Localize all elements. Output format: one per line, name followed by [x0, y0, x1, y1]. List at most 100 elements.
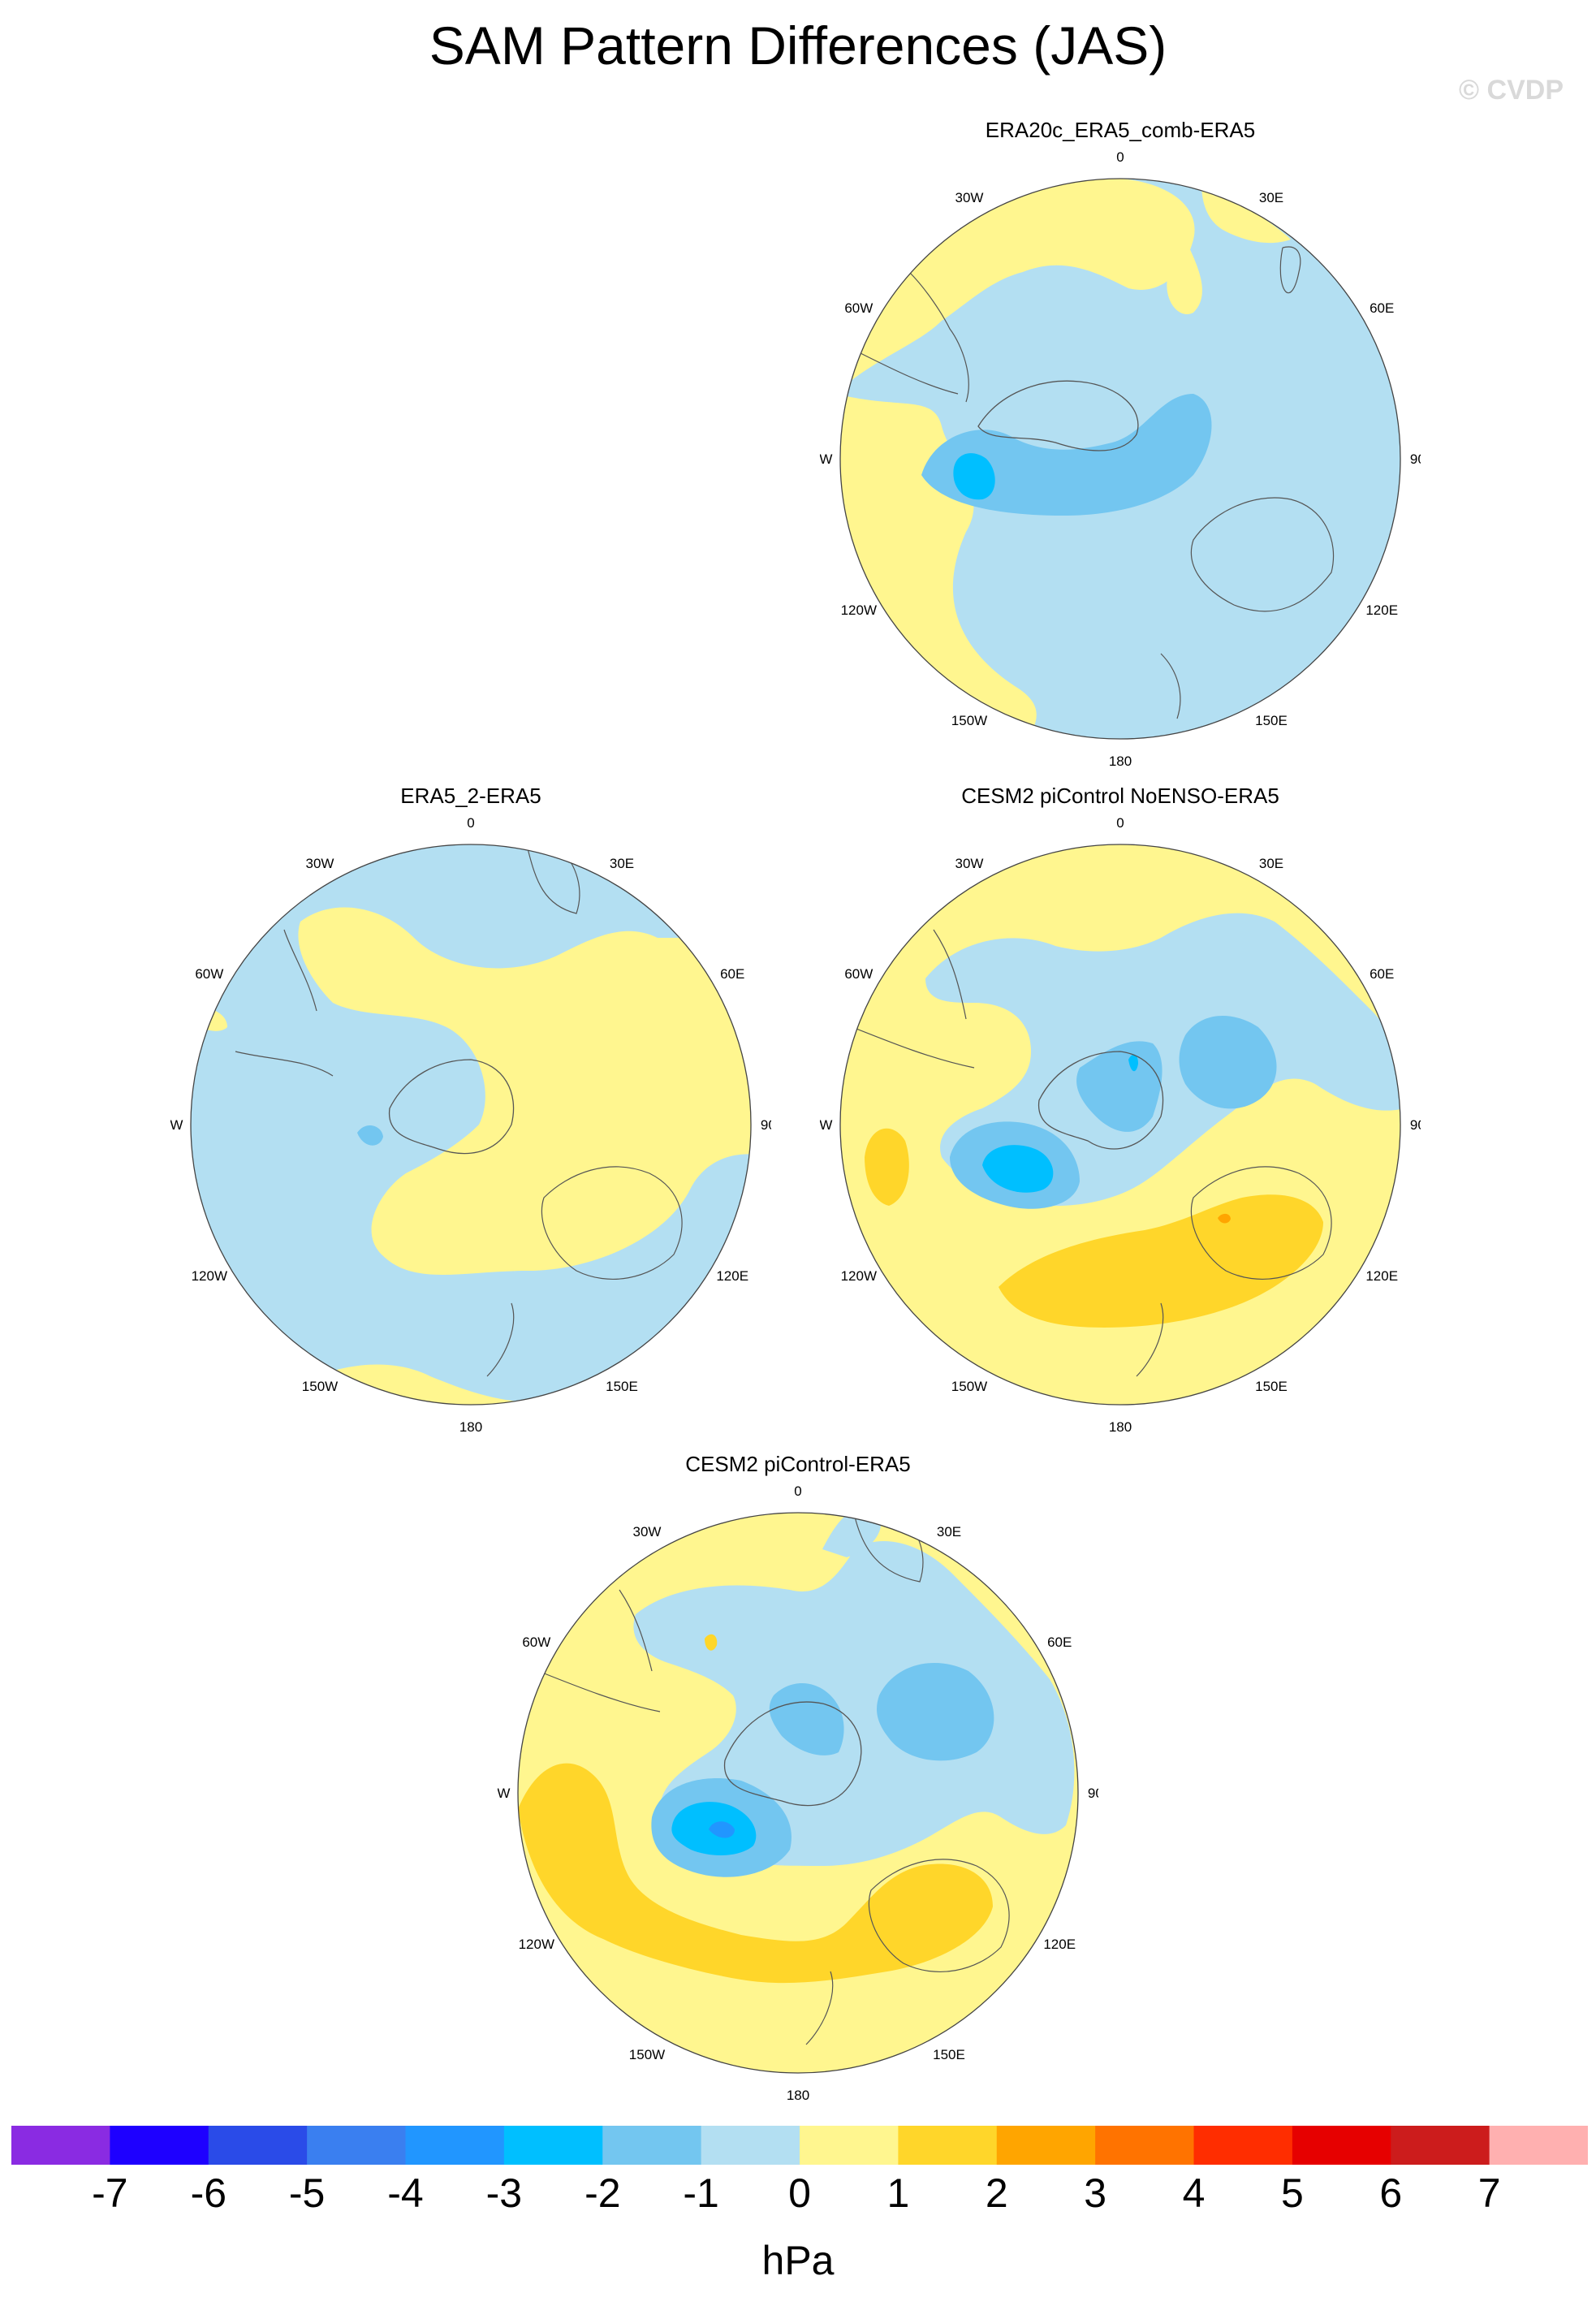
longitude-label: 180: [459, 1419, 482, 1433]
field-positive-1: [1167, 240, 1202, 314]
longitude-label: 150E: [606, 1379, 638, 1394]
colorbar-box: [110, 2126, 209, 2165]
coastline: [852, 1026, 975, 1069]
colorbar-tick-label: -7: [92, 2170, 128, 2216]
colorbar-units: hPa: [761, 2238, 835, 2283]
longitude-label: 0: [1116, 150, 1124, 165]
colorbar-tick-label: 2: [985, 2170, 1008, 2216]
longitude-label: 120W: [841, 1268, 877, 1284]
colorbar-tick-label: -6: [190, 2170, 227, 2216]
field-negative-2: [877, 1663, 994, 1761]
field-positive-1: [298, 907, 751, 1275]
longitude-label: 60E: [1047, 1634, 1072, 1650]
longitude-labels: 0 30E 60E 90E 120E 150E 180 150W 120W 90W 60W 30W: [170, 816, 771, 1433]
australia-coastline: [541, 1166, 683, 1280]
longitude-label: 30E: [1259, 856, 1283, 871]
longitude-label: 120W: [519, 1937, 554, 1952]
antarctica-coastline: [388, 1059, 515, 1155]
field-negative-3: [1128, 1054, 1138, 1072]
colorbar-box: [1292, 2126, 1391, 2165]
polar-map: 0 30E 60E 90E 120E 150E 180 150W 120W 90W 60W 30W: [498, 1484, 1098, 2101]
coastline: [235, 1051, 334, 1077]
map-border: [190, 844, 752, 1406]
field-positive-2: [865, 1128, 909, 1206]
coastline: [908, 271, 969, 403]
coastline: [537, 1670, 661, 1712]
colorbar-box: [1391, 2126, 1490, 2165]
colorbar-box: [1095, 2126, 1195, 2165]
longitude-label: 60E: [1370, 300, 1394, 316]
colorbar-tick-label: 7: [1477, 2170, 1501, 2216]
colorbar-box: [405, 2126, 505, 2165]
coastline: [283, 929, 317, 1012]
longitude-label: 120W: [192, 1268, 227, 1284]
longitude-label: 180: [1109, 754, 1132, 767]
longitude-label: 180: [787, 2088, 809, 2101]
colorbar: [11, 2126, 1588, 2165]
colorbar-box: [996, 2126, 1096, 2165]
australia-coastline: [868, 1859, 1010, 1972]
longitude-label: 60W: [844, 300, 873, 316]
longitude-label: 30E: [610, 856, 634, 871]
longitude-label: 60W: [522, 1634, 550, 1650]
colorbar-box: [208, 2126, 308, 2165]
longitude-labels: 0 30E 60E 90E 120E 150E 180 150W 120W 90W 60W 30W: [820, 816, 1421, 1433]
polar-map: 0 30E 60E 90E 120E 150E 180 150W 120W 90W 60W 30W: [170, 816, 771, 1433]
figure-title: SAM Pattern Differences (JAS): [429, 15, 1167, 76]
longitude-label: 30E: [937, 1524, 961, 1539]
colorbar-tick-label: -1: [683, 2170, 719, 2216]
longitude-label: 120E: [716, 1268, 748, 1284]
colorbar-tick-label: -2: [584, 2170, 621, 2216]
panel-title: ERA5_2-ERA5: [400, 784, 541, 808]
coastline: [527, 848, 580, 914]
antarctica-coastline: [723, 1701, 862, 1807]
colorbar-box: [11, 2126, 110, 2165]
polar-map: 0 30E 60E 90E 120E 150E 180 150W 120W 90W 60W 30W: [820, 816, 1421, 1433]
colorbar-box: [800, 2126, 899, 2165]
panel-title: CESM2 piControl NoENSO-ERA5: [961, 784, 1279, 808]
colorbar-tick-label: 4: [1182, 2170, 1206, 2216]
longitude-label: 30W: [955, 856, 984, 871]
longitude-label: 120W: [841, 602, 877, 618]
coastline: [486, 1302, 515, 1377]
colorbar-box: [307, 2126, 407, 2165]
longitude-labels: 0 30E 60E 90E 120E 150E 180 150W 120W 90W 60W 30W: [498, 1484, 1098, 2101]
longitude-label: 60E: [720, 966, 744, 982]
australia-coastline: [1190, 497, 1335, 612]
colorbar-box: [898, 2126, 998, 2165]
map-border: [839, 178, 1401, 740]
longitude-label: 180: [1109, 1419, 1132, 1433]
coastline: [1136, 1302, 1164, 1377]
longitude-label: 150E: [1255, 1379, 1288, 1394]
colorbar-tick-label: 0: [788, 2170, 811, 2216]
field-negative-2: [357, 1125, 383, 1146]
colorbar-tick-label: 6: [1379, 2170, 1403, 2216]
coastline: [619, 1589, 653, 1672]
colorbar-tick-label: -5: [288, 2170, 326, 2216]
antarctica-coastline: [1037, 1051, 1164, 1150]
longitude-label: 120E: [1365, 1268, 1398, 1284]
longitude-label: 0: [467, 816, 474, 831]
map-border: [839, 844, 1401, 1406]
longitude-label: 60W: [844, 966, 873, 982]
longitude-label: 120E: [1043, 1937, 1076, 1952]
longitude-label: 90W: [170, 1117, 183, 1133]
longitude-label: 150W: [629, 2047, 665, 2062]
colorbar-box: [1193, 2126, 1293, 2165]
colorbar-box: [503, 2126, 603, 2165]
coastline: [805, 1971, 834, 2045]
map-border: [517, 1512, 1079, 2074]
polar-map: 0 30E 60E 90E 120E 150E 180 150W 120W 90W 60W 30W: [820, 150, 1421, 767]
colorbar-box: [1489, 2126, 1588, 2165]
longitude-label: 150W: [302, 1379, 338, 1394]
antarctica-coastline: [977, 380, 1139, 451]
longitude-label: 30E: [1259, 190, 1283, 205]
longitude-label: 150E: [1255, 713, 1288, 728]
coastline: [860, 352, 959, 395]
panel-cesm2: CESM2 piControl-ERA5 0 30E 60E 90E 120E 150E 1…: [498, 1452, 1098, 2101]
longitude-label: 0: [794, 1484, 801, 1499]
colorbar-box: [602, 2126, 702, 2165]
longitude-label: 30W: [633, 1524, 662, 1539]
panel-title: ERA20c_ERA5_comb-ERA5: [985, 118, 1256, 142]
field-negative-3: [953, 453, 995, 500]
